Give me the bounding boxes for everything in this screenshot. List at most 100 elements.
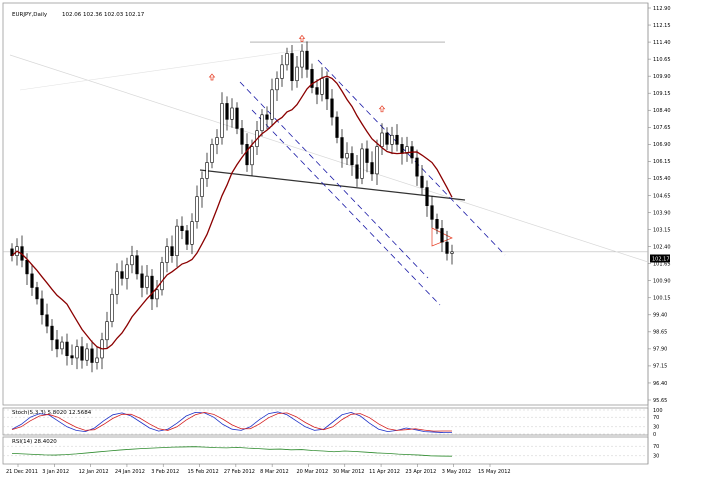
- candle-body: [175, 225, 179, 256]
- y-tick-label: 107.65: [653, 125, 671, 131]
- candle-body: [105, 321, 109, 341]
- stoch-y-tick: 30: [653, 425, 659, 431]
- candle-body: [380, 132, 384, 147]
- x-tick-label: 12 Jan 2012: [79, 469, 109, 475]
- candle-body: [325, 78, 329, 100]
- candle-body: [295, 66, 299, 82]
- x-tick-label: 24 Jan 2012: [115, 469, 145, 475]
- candle-body: [320, 78, 324, 95]
- x-tick-label: 30 Mar 2012: [333, 469, 365, 475]
- candle-body: [195, 196, 199, 222]
- candle-body: [85, 348, 89, 361]
- x-tick-label: 3 Jan 2012: [42, 469, 69, 475]
- candle-body: [120, 271, 124, 279]
- candle-body: [200, 178, 204, 197]
- y-tick-label: 100.90: [653, 278, 671, 284]
- candle-body: [155, 289, 159, 300]
- candle-body: [305, 50, 309, 70]
- candle-body: [330, 98, 334, 118]
- y-tick-label: 109.90: [653, 74, 671, 80]
- candle-body: [135, 255, 139, 275]
- y-tick-label: 95.65: [653, 398, 667, 404]
- candle-body: [405, 146, 409, 154]
- y-tick-label: 106.15: [653, 159, 671, 165]
- candle-body: [245, 144, 249, 166]
- candle-body: [190, 221, 194, 245]
- stoch-y-tick: 70: [653, 415, 659, 421]
- y-tick-label: 105.40: [653, 176, 671, 182]
- y-tick-label: 103.90: [653, 210, 671, 216]
- candle-body: [420, 175, 424, 188]
- long-trend-line: [9, 54, 649, 263]
- stoch-pane: [2, 407, 649, 436]
- candle-body: [145, 275, 149, 288]
- rsi-y-tick: 70: [653, 444, 659, 450]
- candle-body: [55, 339, 59, 350]
- candle-body: [160, 262, 164, 291]
- candle-body: [355, 164, 359, 179]
- candle-body: [75, 346, 79, 359]
- fractal-arrow-icon: [298, 34, 306, 42]
- candle-body: [50, 325, 54, 341]
- rsi-series-RSI: [11, 446, 453, 457]
- candle-body: [185, 230, 189, 245]
- candle-body: [315, 87, 319, 95]
- stoch-series-signal: [11, 411, 452, 432]
- y-tick-label: 103.15: [653, 227, 671, 233]
- x-tick-label: 23 Apr 2012: [405, 469, 436, 475]
- candle-body: [390, 134, 394, 145]
- stoch-label: Stoch(5,3,3) 5.8020 12.5684: [12, 410, 92, 416]
- candle-body: [365, 148, 369, 163]
- rsi-y-tick: 30: [653, 454, 659, 460]
- candle-body: [400, 144, 404, 154]
- candle-body: [370, 162, 374, 175]
- y-tick-label: 102.40: [653, 244, 671, 250]
- neckline-trend-line: [199, 169, 466, 201]
- chart-symbol-label: EURJPY,Daily: [12, 12, 48, 18]
- y-tick-label: 104.65: [653, 193, 671, 199]
- y-tick-label: 111.40: [653, 40, 671, 46]
- candle-body: [115, 271, 119, 295]
- candle-body: [215, 137, 219, 145]
- candle-body: [345, 153, 349, 159]
- rsi-pane: [2, 436, 649, 465]
- x-tick-label: 21 Dec 2011: [6, 469, 38, 475]
- candle-body: [110, 294, 114, 322]
- channel-line: [239, 81, 429, 279]
- x-tick-label: 15 May 2012: [478, 469, 511, 475]
- candle-body: [230, 107, 234, 120]
- y-tick-label: 96.40: [653, 381, 667, 387]
- candle-body: [335, 116, 339, 138]
- candle-body: [45, 314, 49, 327]
- candle-body: [300, 50, 304, 68]
- y-tick-label: 109.15: [653, 91, 671, 97]
- y-tick-label: 101.65: [653, 261, 671, 267]
- moving-average-line: [11, 75, 453, 350]
- candle-body: [270, 89, 274, 120]
- x-tick-label: 11 Apr 2012: [369, 469, 400, 475]
- candle-body: [140, 273, 144, 288]
- candle-body: [150, 275, 154, 300]
- candle-body: [30, 273, 34, 288]
- candle-body: [260, 114, 264, 132]
- candle-body: [210, 144, 214, 163]
- main-pane: [2, 2, 649, 406]
- current-price-tag: 102.17: [652, 257, 670, 263]
- candle-body: [430, 205, 434, 220]
- candle-body: [180, 225, 184, 232]
- y-tick-label: 112.15: [653, 23, 671, 29]
- candle-body: [445, 241, 449, 254]
- stoch-series-main: [11, 411, 453, 434]
- stoch-y-tick: 0: [653, 432, 656, 438]
- candle-body: [280, 64, 284, 79]
- candle-body: [25, 259, 29, 275]
- faint-line: [19, 49, 301, 91]
- candle-body: [285, 53, 289, 66]
- x-tick-label: 20 Mar 2012: [296, 469, 328, 475]
- candle-body: [130, 255, 134, 266]
- stoch-y-tick: 100: [653, 408, 663, 414]
- x-tick-label: 27 Feb 2012: [224, 469, 255, 475]
- candle-body: [10, 248, 14, 256]
- candle-body: [440, 228, 444, 243]
- fractal-arrow-icon: [378, 105, 386, 113]
